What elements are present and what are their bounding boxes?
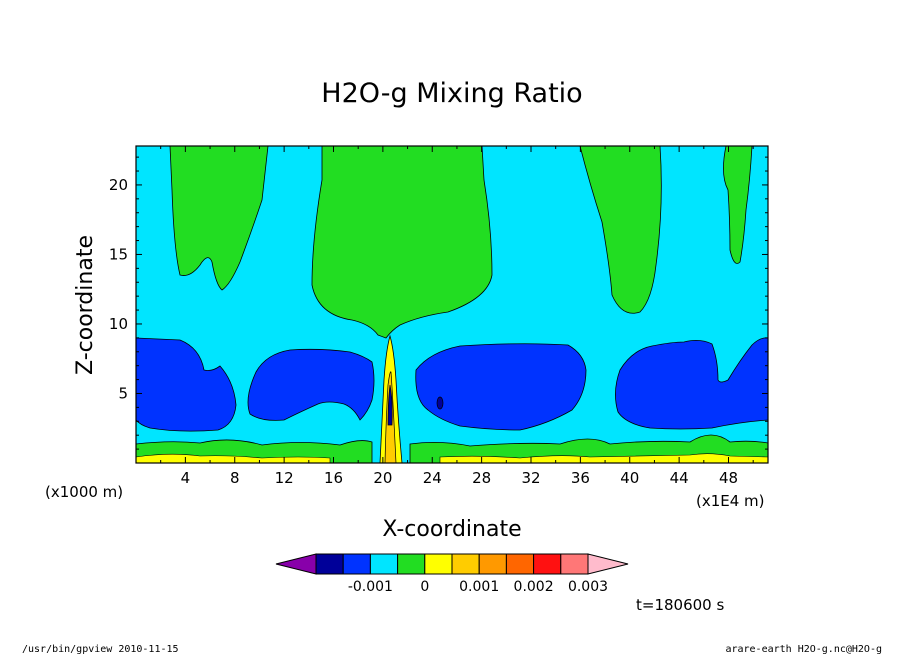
x-tick-label: 44 [670,469,689,487]
blue-region [615,337,769,430]
colorbar-tick-label: -0.001 [348,579,393,595]
y-tick-label: 15 [109,245,128,263]
x-tick-label: 48 [719,469,738,487]
y-tick-label: 10 [109,315,128,333]
colorbar-swatch [451,553,480,575]
darkblue-spot [436,396,444,410]
colorbar-tick-label: 0.002 [514,579,554,595]
colorbar: -0.001 0 0.001 0.002 0.003 [275,553,629,595]
darkblue-spot [387,384,393,426]
colorbar-swatch [560,553,589,575]
x-axis-label: X-coordinate [382,517,521,542]
green-region [579,145,662,314]
x-tick-label: 36 [571,469,590,487]
blue-region [247,348,375,421]
green-region [311,145,493,339]
footer-right: arare-earth_H2O-g.nc@H2O-g [725,644,882,654]
x-tick-label: 4 [181,469,191,487]
colorbar-tick-label: 0.003 [568,579,608,595]
colorbar-swatch [424,553,453,575]
blue-region [415,343,587,431]
x-tick-label: 40 [620,469,639,487]
plot-area [135,145,769,464]
x-tick-label: 12 [275,469,294,487]
yellow-layer [439,453,769,464]
x-tick-label: 28 [472,469,491,487]
green-region [169,145,269,291]
x-unit-left: (x1000 m) [45,483,123,501]
colorbar-swatch [342,553,371,575]
x-unit-right: (x1E4 m) [696,492,765,510]
plot-frame [135,145,769,464]
y-tick-label: 5 [118,384,128,402]
x-tick-label: 8 [230,469,240,487]
footer-left: /usr/bin/gpview 2010-11-15 [22,644,179,654]
y-axis: 5 10 15 20 [109,156,768,450]
colorbar-arrow-low [275,553,317,575]
colorbar-swatch [505,553,535,575]
y-tick-label: 20 [109,176,128,194]
x-tick-label: 24 [423,469,442,487]
colorbar-swatch [315,553,344,575]
x-axis: 4 8 12 16 20 24 28 32 36 40 44 48 [160,146,754,487]
blue-region [135,337,237,432]
colorbar-tick-label: 0.001 [459,579,499,595]
green-region [723,145,753,264]
time-label: t=180600 s [636,596,724,614]
x-tick-label: 32 [521,469,540,487]
colorbar-swatch [533,553,562,575]
colorbar-tick-label: 0 [420,579,429,595]
colorbar-swatch [478,553,507,575]
x-tick-label: 20 [373,469,392,487]
yellow-layer [135,453,331,464]
chart-title: H2O-g Mixing Ratio [321,78,582,109]
y-axis-label: Z-coordinate [73,235,98,375]
colorbar-swatch [397,553,426,575]
colorbar-arrow-high [587,553,629,575]
x-tick-label: 16 [324,469,343,487]
colorbar-swatch [369,553,399,575]
